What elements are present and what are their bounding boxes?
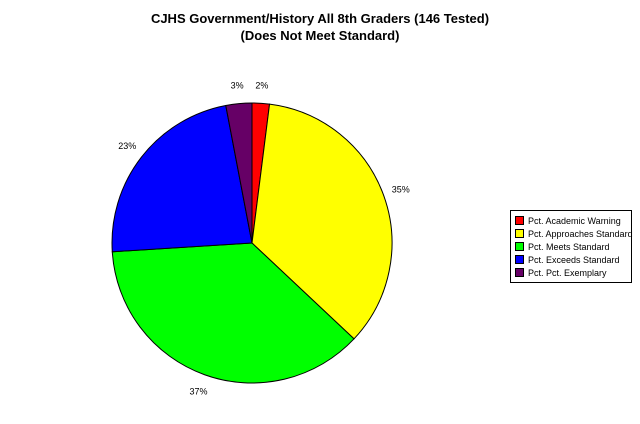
slice-label-1: 35%: [392, 185, 410, 195]
slice-label-0: 2%: [255, 80, 268, 90]
legend-label-3: Pct. Exceeds Standard: [528, 254, 620, 265]
legend-item-2: Pct. Meets Standard: [515, 240, 627, 253]
slice-label-3: 23%: [118, 141, 136, 151]
legend-swatch-2: [515, 242, 524, 251]
pie-slice-3: [111, 104, 253, 253]
legend-label-2: Pct. Meets Standard: [528, 241, 610, 252]
legend-swatch-1: [515, 229, 524, 238]
pie-slice-4: [225, 102, 253, 244]
legend-swatch-3: [515, 255, 524, 264]
legend-label-4: Pct. Pct. Exemplary: [528, 267, 607, 278]
legend-label-1: Pct. Approaches Standard: [528, 228, 633, 239]
slice-label-2: 37%: [189, 387, 207, 397]
legend-item-4: Pct. Pct. Exemplary: [515, 266, 627, 279]
chart-title-line1: CJHS Government/History All 8th Graders …: [150, 11, 490, 26]
legend-item-0: Pct. Academic Warning: [515, 214, 627, 227]
pie-slice-2: [111, 242, 355, 384]
chart-title: CJHS Government/History All 8th Graders …: [0, 10, 640, 44]
legend-label-0: Pct. Academic Warning: [528, 215, 621, 226]
chart-legend: Pct. Academic Warning Pct. Approaches Sta…: [510, 210, 633, 283]
slice-label-4: 3%: [231, 81, 244, 91]
chart-subtitle: (Does Not Meet Standard): [240, 28, 400, 43]
legend-swatch-4: [515, 268, 524, 277]
legend-item-1: Pct. Approaches Standard: [515, 227, 633, 240]
legend-swatch-0: [515, 216, 524, 225]
legend-item-3: Pct. Exceeds Standard: [515, 253, 627, 266]
pie-slice-1: [251, 103, 393, 340]
